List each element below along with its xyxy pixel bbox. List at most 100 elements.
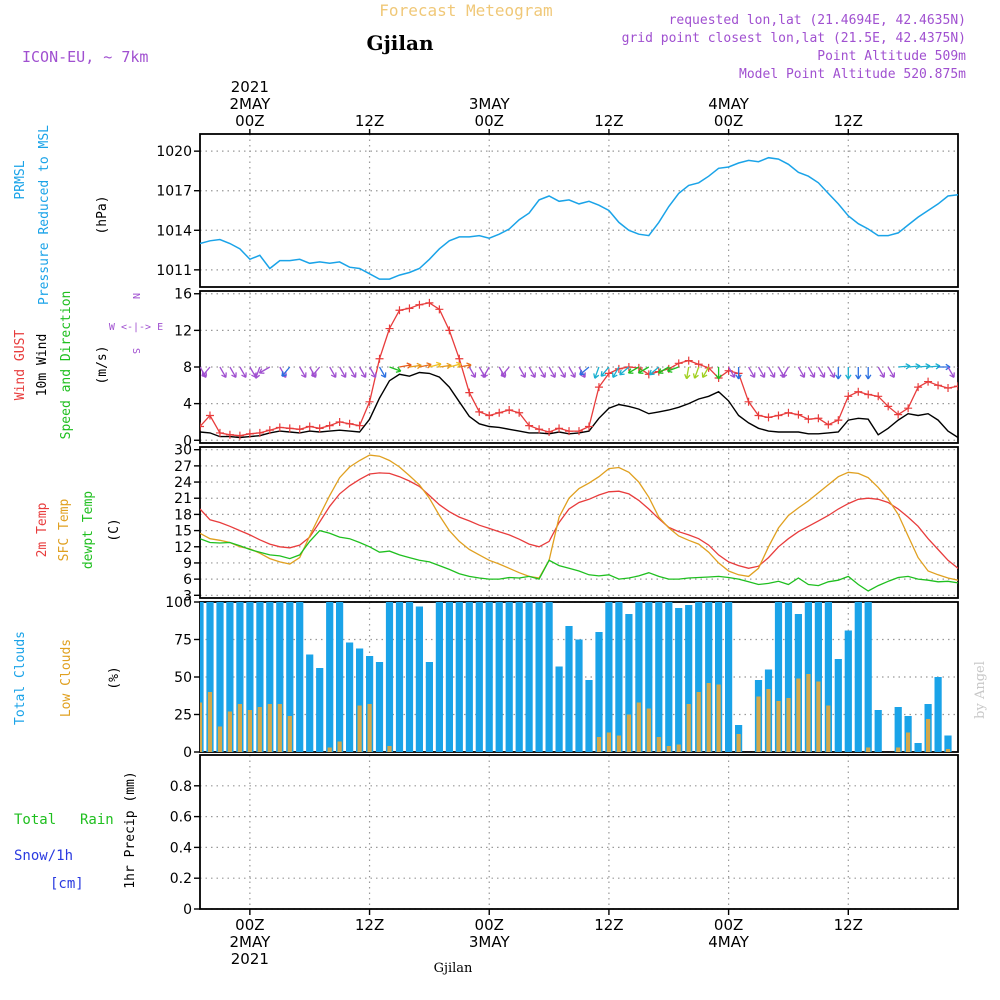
gust-marker <box>744 397 753 406</box>
gust-marker <box>565 427 574 436</box>
cloud-ytick-label: 0 <box>183 745 192 761</box>
total-cloud-bar <box>655 602 663 752</box>
pressure-unit: (hPa) <box>95 195 110 234</box>
gust-marker <box>275 423 284 432</box>
gust-marker <box>415 300 424 309</box>
wind-direction-arrow <box>378 366 387 378</box>
top-time-label: 2021 <box>231 78 269 96</box>
gust-marker <box>515 408 524 417</box>
gust-marker <box>754 411 763 420</box>
bottom-time-label: 3MAY <box>469 933 511 951</box>
dewpt-label: dewpt Temp <box>81 491 96 569</box>
total-cloud-bar <box>894 707 902 752</box>
wind-direction-arrow <box>807 366 816 378</box>
pressure-ytick-label: 1014 <box>156 223 192 239</box>
bottom-time-label: 00Z <box>714 916 743 934</box>
gust-label: Wind GUST <box>13 330 28 401</box>
point-altitude: Point Altitude 509m <box>817 49 966 64</box>
wind-direction-arrow <box>748 366 756 378</box>
precip-snow-label: Snow/1h <box>14 848 73 864</box>
low-cloud-bar <box>337 741 342 752</box>
total-cloud-bar <box>864 602 872 752</box>
temp2m-line <box>200 472 958 569</box>
total-cloud-bar <box>395 602 404 752</box>
total-cloud-bar <box>874 710 882 752</box>
gust-marker <box>235 431 244 440</box>
total-cloud-bar <box>665 602 673 752</box>
low-cloud-bar <box>866 747 871 752</box>
wind-direction-arrow <box>419 362 432 369</box>
low-cloud-bar <box>766 689 771 752</box>
bottom-time-label: 00Z <box>475 916 504 934</box>
cloud-ytick-label: 25 <box>174 708 192 724</box>
compass-we: W <-|-> E <box>109 322 163 333</box>
temp-ytick-label: 27 <box>174 459 192 475</box>
wind-direction-arrow <box>728 366 736 378</box>
wind-direction-arrow <box>548 366 556 378</box>
wind-direction-arrow <box>359 366 367 378</box>
low-cloud-bar <box>616 735 621 752</box>
total-cloud-bar <box>256 602 264 752</box>
wind-direction-arrow <box>627 366 640 374</box>
total-cloud-bar <box>475 602 483 752</box>
gust-marker <box>844 392 853 401</box>
gust-marker <box>584 422 593 431</box>
gust-marker <box>864 390 873 399</box>
low-cloud-bar <box>666 746 671 752</box>
gust-marker <box>614 364 623 373</box>
total-cloud-bar <box>635 602 643 752</box>
wind-direction-arrow <box>528 366 536 378</box>
wind-direction-arrow <box>715 367 722 380</box>
wind-unit: (m/s) <box>95 345 110 384</box>
total-cloud-bar <box>595 632 603 752</box>
wind-direction-arrow <box>947 366 955 378</box>
wind-direction-arrow <box>568 366 576 378</box>
top-time-label: 3MAY <box>469 95 511 113</box>
gust-marker <box>475 407 484 416</box>
wind-group <box>200 298 984 440</box>
total-cloud-bar <box>625 614 633 752</box>
total-cloud-bar <box>425 662 433 752</box>
total-cloud-bar <box>535 602 543 752</box>
total-cloud-label: Total Clouds <box>13 631 28 725</box>
total-cloud-bar <box>236 602 244 752</box>
wind-direction-arrow <box>389 366 402 373</box>
wind-direction-arrow <box>600 366 610 377</box>
wind-direction-arrow <box>449 361 462 369</box>
gust-marker <box>824 420 833 429</box>
wind-direction-arrow <box>978 367 984 377</box>
wind-direction-arrow <box>459 362 472 369</box>
gust-marker <box>974 416 982 424</box>
gust-marker <box>395 306 404 315</box>
plots-layer: 1011101410171020048121636912151821242730… <box>156 78 984 968</box>
wind-direction-arrow <box>482 366 490 378</box>
gust-marker <box>365 397 374 406</box>
low-cloud-bar <box>826 705 831 752</box>
cloud-ytick-label: 75 <box>174 633 192 649</box>
top-time-label: 00Z <box>475 112 504 130</box>
total-cloud-bar <box>206 602 214 752</box>
gust-marker <box>425 298 434 307</box>
gust-marker <box>200 422 204 431</box>
gust-marker <box>285 424 294 433</box>
low-cloud-bar <box>367 704 372 752</box>
total-cloud-bar <box>485 602 493 752</box>
bottom-time-label: 00Z <box>235 916 264 934</box>
wind-ytick-label: 16 <box>174 287 192 303</box>
gust-marker <box>355 421 364 430</box>
pressure-sublabel: Pressure Reduced to MSL <box>37 125 52 305</box>
gust-marker <box>335 417 344 426</box>
cloud-unit: (%) <box>107 666 122 689</box>
total-cloud-bar <box>200 602 204 752</box>
total-cloud-bar <box>555 666 563 752</box>
wind-direction-arrow <box>797 366 806 378</box>
pressure-group <box>200 156 958 280</box>
low-cloud-bar <box>716 684 721 752</box>
total-cloud-bar <box>276 602 284 752</box>
temp-ytick-label: 18 <box>174 507 192 523</box>
gust-marker <box>315 424 324 433</box>
wind-direction-arrow <box>657 366 670 374</box>
low-cloud-bar <box>696 692 701 752</box>
low-cloud-bar <box>626 714 631 752</box>
